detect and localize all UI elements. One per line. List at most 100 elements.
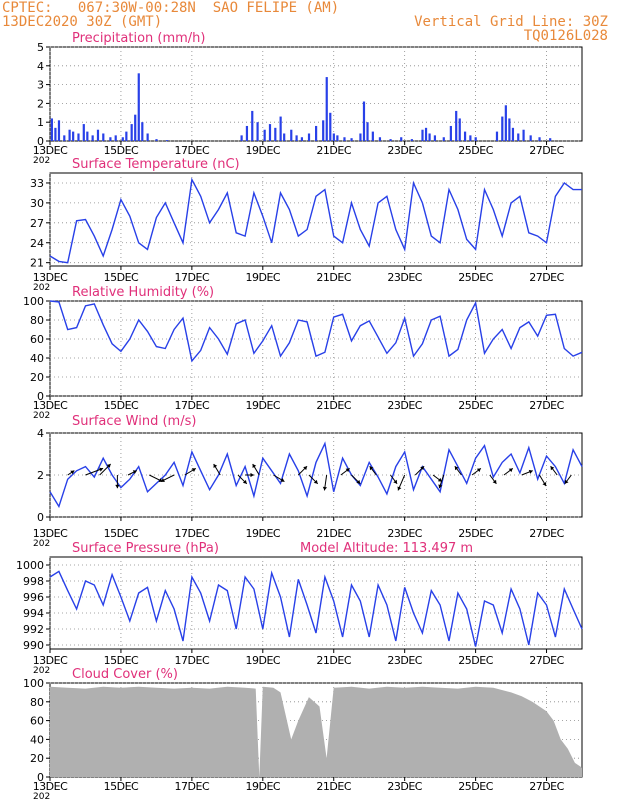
- y-tick-label: 60: [30, 715, 44, 728]
- precip-bar: [455, 110, 458, 141]
- precip-bar: [155, 139, 158, 141]
- x-tick-label: 23DEC: [387, 271, 422, 284]
- wind-vector-head: [160, 478, 165, 483]
- y-tick-label: 21: [30, 257, 44, 270]
- precip-bar: [343, 137, 346, 141]
- y-tick-label: 0: [37, 390, 44, 403]
- precip-bar: [130, 124, 133, 141]
- x-tick-label: 27DEC: [529, 780, 564, 793]
- y-tick-label: 0: [37, 135, 44, 148]
- y-tick-label: 2: [37, 97, 44, 110]
- y-tick-label: 60: [30, 333, 44, 346]
- precip-bar: [114, 135, 117, 141]
- precip-bar: [315, 125, 318, 141]
- x-tick-label: 19DEC: [245, 399, 280, 412]
- series-line: [49, 300, 583, 363]
- y-tick-label: 80: [30, 314, 44, 327]
- plot-frame: [49, 172, 583, 267]
- header-grid-line: Vertical Grid Line: 30Z: [414, 14, 608, 30]
- y-tick-label: 992: [23, 623, 44, 636]
- precip-bar: [433, 135, 437, 141]
- precip-bar: [50, 118, 53, 141]
- y-tick-label: 996: [23, 591, 44, 604]
- x-tick-label: 15DEC: [104, 271, 139, 284]
- precip-bar: [362, 101, 366, 141]
- y-tick-label: 3: [37, 79, 44, 92]
- wind-vector-head: [437, 477, 442, 482]
- x-tick-label: 25DEC: [458, 144, 493, 157]
- header-location: CPTEC: 067:30W-00:28N SAO FELIPE (AM): [2, 0, 340, 16]
- header-datetime: 13DEC2020 30Z (GMT): [2, 14, 163, 30]
- wind-vector-head: [322, 486, 328, 491]
- wind-vector-head: [542, 482, 547, 486]
- precip-bar: [522, 129, 525, 141]
- precip-bar: [57, 120, 61, 141]
- precip-bar: [529, 135, 532, 141]
- x-tick-label: 21DEC: [316, 144, 351, 157]
- precip-bar: [336, 135, 339, 141]
- precip-bar: [63, 135, 66, 141]
- precip-bar: [279, 116, 282, 141]
- precip-bar: [421, 129, 424, 141]
- y-tick-label: 994: [23, 607, 44, 620]
- precip-bar: [350, 138, 353, 141]
- precip-bar: [72, 131, 75, 141]
- y-tick-label: 5: [37, 41, 44, 54]
- precip-bar: [332, 133, 335, 141]
- wind-vector-head: [303, 466, 308, 471]
- precip-bar: [549, 138, 552, 141]
- x-tick-label: 27DEC: [529, 144, 564, 157]
- precip-bar: [449, 125, 452, 141]
- x-tick-label: 21DEC: [316, 399, 351, 412]
- x-tick-label: 21DEC: [316, 780, 351, 793]
- x-tick-label: 25DEC: [458, 399, 493, 412]
- precip-bar: [371, 131, 374, 141]
- x-tick-label: 25DEC: [458, 527, 493, 540]
- wind-vector-head: [132, 470, 137, 475]
- x-tick-label: 21DEC: [316, 654, 351, 667]
- y-tick-label: 20: [30, 752, 44, 765]
- x-tick-label: 27DEC: [529, 271, 564, 284]
- y-tick-label: 4: [37, 427, 44, 440]
- wind-vector-head: [250, 472, 254, 478]
- precip-bar: [300, 137, 304, 141]
- wind-vector-head: [369, 466, 374, 471]
- x-axis-cut-label: 202: [33, 411, 50, 421]
- x-tick-label: 25DEC: [458, 271, 493, 284]
- precip-bar: [68, 129, 71, 141]
- plot-frame: [49, 556, 583, 650]
- x-tick-label: 23DEC: [387, 399, 422, 412]
- x-tick-label: 19DEC: [245, 780, 280, 793]
- precip-bar: [359, 133, 362, 141]
- wind-vector-head: [106, 464, 111, 468]
- precip-bar: [501, 116, 504, 141]
- precip-bar: [251, 110, 254, 141]
- x-tick-label: 21DEC: [316, 527, 351, 540]
- x-tick-label: 21DEC: [316, 271, 351, 284]
- series-line: [49, 177, 582, 264]
- x-tick-label: 17DEC: [175, 654, 210, 667]
- y-tick-label: 0: [37, 511, 44, 524]
- y-tick-label: 998: [23, 575, 44, 588]
- x-tick-label: 13DEC: [33, 144, 68, 157]
- plot-frame: [49, 300, 583, 397]
- precip-bar: [511, 127, 515, 141]
- x-tick-label: 27DEC: [529, 527, 564, 540]
- x-tick-label: 17DEC: [175, 780, 210, 793]
- precip-bar: [400, 137, 403, 141]
- x-axis-cut-label: 202: [33, 283, 50, 293]
- panel-title: Precipitation (mm/h): [72, 31, 205, 46]
- precip-bar: [86, 131, 89, 141]
- cloud-cover-area: [50, 686, 582, 777]
- y-tick-label: 0: [37, 771, 44, 784]
- wind-vector-head: [528, 469, 533, 474]
- precip-bar: [378, 137, 382, 141]
- precip-bar: [283, 133, 286, 141]
- wind-vector-head: [99, 467, 104, 472]
- precip-bar: [495, 131, 499, 141]
- x-tick-label: 17DEC: [175, 399, 210, 412]
- y-tick-label: 20: [30, 371, 44, 384]
- x-tick-label: 23DEC: [387, 527, 422, 540]
- y-tick-label: 27: [30, 217, 44, 230]
